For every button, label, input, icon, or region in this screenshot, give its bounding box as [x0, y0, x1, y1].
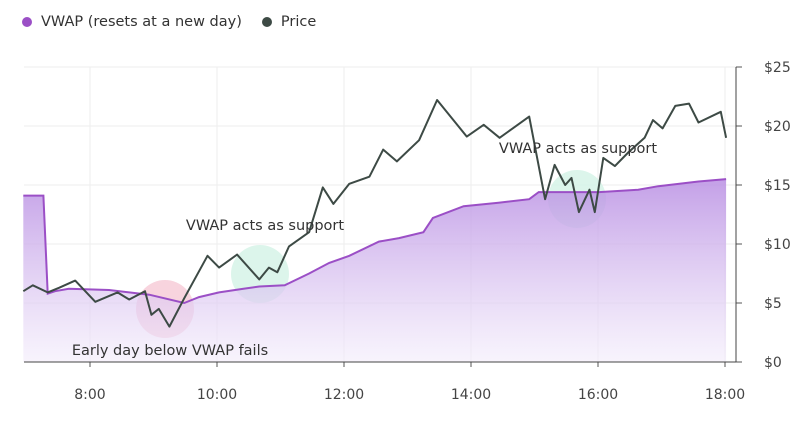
- legend-item-price[interactable]: Price: [261, 14, 317, 30]
- x-tick-label: 8:00: [74, 387, 105, 403]
- vwap-line[interactable]: [23, 178, 727, 305]
- y-tick-label: $5: [764, 296, 782, 312]
- legend-item-vwap[interactable]: VWAP (resets at a new day): [22, 14, 242, 30]
- annotations: Early day below VWAP fails VWAP acts as s…: [72, 141, 658, 359]
- x-tick-label: 18:00: [705, 387, 745, 403]
- y-tick-label: $20: [764, 119, 791, 135]
- legend-label-vwap: VWAP (resets at a new day): [41, 14, 242, 30]
- annotation-label: Early day below VWAP fails: [72, 343, 268, 359]
- x-tick-label: 12:00: [324, 387, 364, 403]
- axes: 8:00 10:00 12:00 14:00 16:00 18:00 $0 $5 $10 $15 $…: [24, 60, 791, 403]
- vwap-area-fill: [23, 179, 727, 362]
- x-tick-label: 10:00: [197, 387, 237, 403]
- price-line[interactable]: [22, 99, 728, 328]
- y-tick-label: $15: [764, 178, 791, 194]
- price-dot-icon: [261, 17, 272, 27]
- y-tick-label: $10: [764, 237, 791, 253]
- vwap-dot-icon: [22, 17, 32, 27]
- legend-label-price: Price: [280, 14, 317, 30]
- y-tick-label: $25: [764, 60, 791, 76]
- x-tick-label: 16:00: [578, 387, 618, 403]
- annotation-label: VWAP acts as support: [499, 141, 657, 157]
- x-tick-label: 14:00: [451, 387, 491, 403]
- legend: VWAP (resets at a new day) Price: [22, 14, 336, 30]
- annotation-label: VWAP acts as support: [186, 218, 344, 234]
- y-tick-label: $0: [764, 355, 782, 371]
